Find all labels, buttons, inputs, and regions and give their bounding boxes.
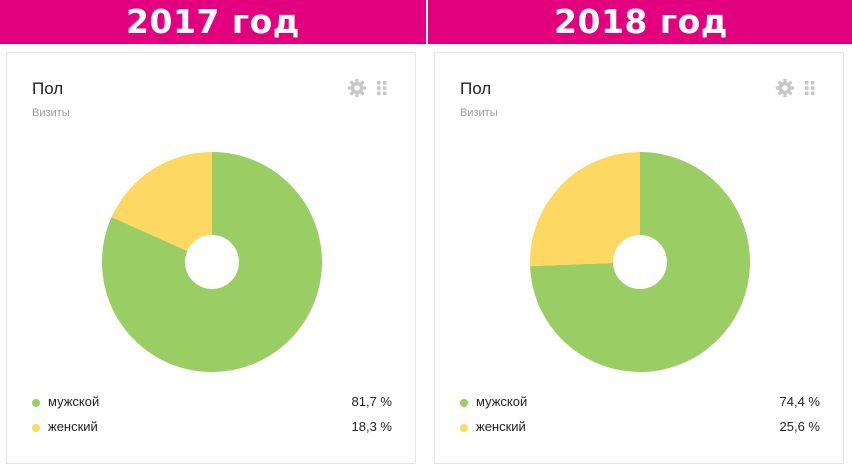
pie-slice-female[interactable] [530, 152, 640, 267]
legend-value: 18,3 % [351, 419, 392, 434]
drag-handle-icon[interactable] [804, 80, 816, 96]
gear-icon[interactable] [775, 78, 795, 98]
drag-handle-icon[interactable] [376, 80, 388, 96]
pie-center-hole [185, 235, 239, 289]
legend-item-male[interactable]: мужской 74,4 % [460, 394, 820, 414]
panel-2018: 2018 год Пол Визиты [428, 0, 852, 470]
male-color-dot [460, 399, 468, 407]
pie-slice-female[interactable] [111, 152, 212, 262]
gear-icon[interactable] [347, 78, 367, 98]
male-color-dot [32, 399, 40, 407]
legend-label: женский [48, 419, 98, 434]
widget-subtitle: Визиты [460, 107, 498, 119]
gender-widget: Пол Визиты [6, 52, 416, 464]
female-color-dot [32, 424, 40, 432]
legend-item-female[interactable]: женский 18,3 % [32, 419, 392, 439]
pie-chart [101, 152, 322, 372]
widget-subtitle: Визиты [32, 107, 70, 119]
legend-label: женский [476, 419, 526, 434]
pie-chart [530, 152, 750, 372]
legend-label: мужской [48, 394, 100, 409]
legend-value: 74,4 % [779, 394, 820, 409]
panel-2017: 2017 год Пол Визиты [0, 0, 426, 464]
widget-title: Пол [32, 79, 64, 98]
legend-item-male[interactable]: мужской 81,7 % [32, 394, 392, 414]
legend-value: 81,7 % [351, 394, 392, 409]
legend-value: 25,6 % [779, 419, 820, 434]
legend-item-female[interactable]: женский 25,6 % [460, 419, 820, 439]
widget-title: Пол [460, 79, 492, 98]
year-header: 2018 год [428, 0, 852, 44]
gender-widget: Пол Визиты [434, 52, 844, 464]
pie-center-hole [613, 235, 667, 289]
female-color-dot [460, 424, 468, 432]
legend-label: мужской [476, 394, 528, 409]
year-header: 2017 год [0, 0, 426, 44]
